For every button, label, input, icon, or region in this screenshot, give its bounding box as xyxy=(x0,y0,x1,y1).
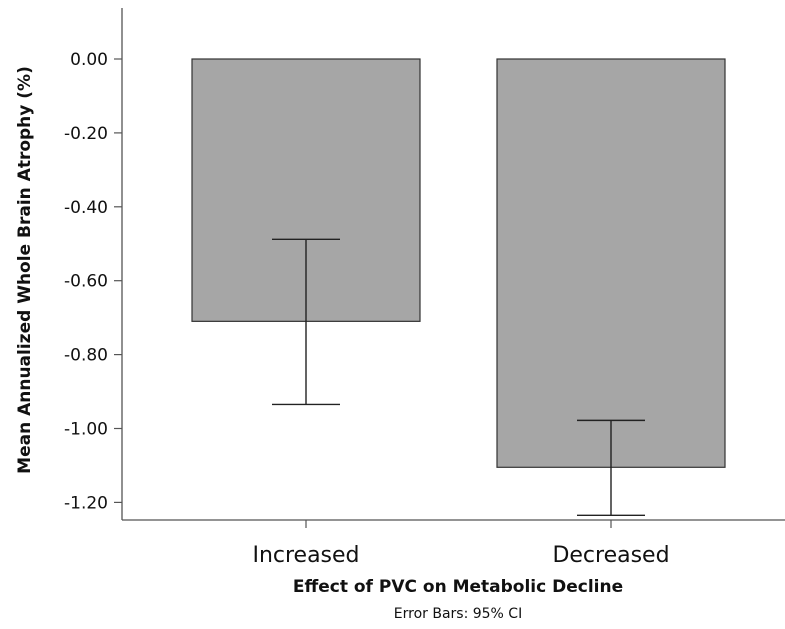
error-bars-layer xyxy=(272,238,645,517)
error-bar-increased xyxy=(272,238,340,406)
x-axis-title: Effect of PVC on Metabolic Decline xyxy=(293,577,623,597)
x-tick-label-increased: Increased xyxy=(252,543,359,568)
y-tick-label: -0.60 xyxy=(64,272,108,292)
y-tick-label: -1.00 xyxy=(64,420,108,440)
y-ticks-layer: 0.00 -0.20 -0.40 -0.60 -0.80 -1.00 -1.20 xyxy=(64,50,122,513)
x-tick-label-decreased: Decreased xyxy=(552,543,669,568)
y-tick-label: -0.80 xyxy=(64,346,108,366)
y-tick-label: 0.00 xyxy=(70,50,108,70)
chart-footnote: Error Bars: 95% CI xyxy=(394,606,522,622)
y-tick-label: -0.40 xyxy=(64,198,108,218)
y-axis-title: Mean Annualized Whole Brain Atrophy (%) xyxy=(15,66,35,474)
x-ticks-layer: Increased Decreased xyxy=(252,520,670,568)
y-tick-label: -0.20 xyxy=(64,124,108,144)
error-bar-decreased xyxy=(577,419,645,517)
bars-layer xyxy=(191,58,726,468)
bar-decreased xyxy=(496,58,726,468)
y-tick-label: -1.20 xyxy=(64,493,108,513)
